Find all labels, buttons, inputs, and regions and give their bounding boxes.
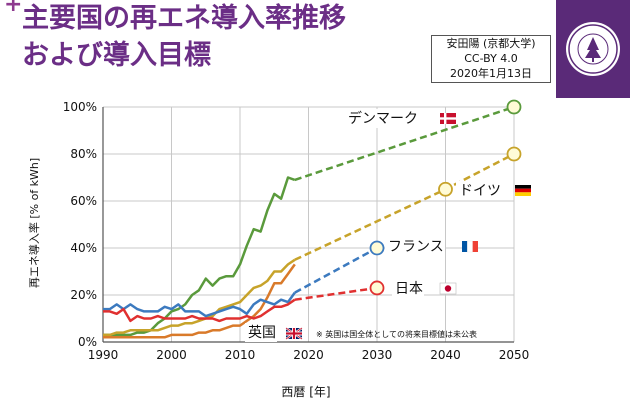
france-flag-icon	[462, 240, 478, 253]
germany-label-bg	[456, 181, 502, 200]
france-actual-line	[103, 291, 296, 318]
x-tick-label: 2040	[430, 348, 461, 362]
x-axis-label: 西暦 [年]	[281, 385, 330, 399]
japan-target-line	[294, 286, 378, 301]
germany-target-point	[506, 146, 522, 162]
x-tick-label: 2000	[156, 348, 187, 362]
labels-layer: 0% 20% 40% 60% 80% 100% 1990 2000 2010 2020 2030 20…	[63, 100, 531, 362]
x-tick-label: 2050	[499, 348, 530, 362]
uk-series-label: 英国	[248, 324, 276, 341]
credit-author: 安田陽 (京都大学)	[446, 37, 536, 50]
france-target-line	[294, 246, 378, 294]
denmark-series-label: デンマーク	[348, 110, 418, 127]
y-tick-label: 100%	[63, 100, 97, 114]
y-tick-label: 40%	[70, 241, 97, 255]
japan-flag-icon	[439, 282, 457, 295]
y-tick-label: 80%	[70, 147, 97, 161]
germany-actual-line	[103, 258, 296, 337]
plus-mark: +	[4, 0, 23, 17]
germany-series-label: ドイツ	[459, 183, 501, 199]
germany-target-point	[438, 181, 453, 197]
denmark-target-line	[294, 105, 515, 182]
france-series-label: フランス	[388, 239, 444, 255]
university-seal-icon	[566, 22, 620, 76]
credit-date: 2020年1月13日	[450, 67, 532, 80]
x-tick-label: 1990	[88, 348, 119, 362]
chart-note: ※ 英国は国全体としての将来目標値は未公表	[316, 329, 477, 339]
series-layer	[103, 99, 522, 339]
japan-actual-line	[103, 298, 296, 323]
denmark-target-point	[506, 99, 522, 115]
japan-series-label: 日本	[395, 281, 423, 297]
japan-label-bg	[392, 279, 424, 298]
denmark-flag-icon	[440, 113, 456, 124]
credit-box: 安田陽 (京都大学) CC-BY 4.0 2020年1月13日	[431, 35, 551, 83]
axes	[102, 107, 514, 343]
title-line-2: および導入目標	[22, 40, 211, 71]
germany-flag-icon	[515, 185, 531, 196]
y-tick-label: 60%	[70, 194, 97, 208]
x-tick-label: 2020	[293, 348, 324, 362]
page-title: 主要国の再エネ導入率推移 および導入目標	[22, 0, 346, 74]
title-line-1: 主要国の再エネ導入率推移	[22, 3, 346, 34]
credit-license: CC-BY 4.0	[464, 52, 518, 65]
uk-label-bg	[245, 323, 277, 342]
denmark-actual-line	[103, 176, 296, 337]
uk-actual-line	[103, 263, 296, 339]
y-tick-label: 0%	[78, 335, 97, 349]
x-tick-label: 2010	[225, 348, 256, 362]
france-label-bg	[385, 237, 445, 256]
denmark-label-bg	[345, 109, 419, 128]
france-target-point	[369, 240, 385, 256]
y-axis-label: 再エネ導入率 [% of kWh]	[27, 158, 41, 288]
x-tick-label: 2030	[362, 348, 393, 362]
japan-target-point	[369, 280, 385, 296]
uk-flag-icon	[285, 327, 303, 340]
y-tick-label: 20%	[70, 288, 97, 302]
